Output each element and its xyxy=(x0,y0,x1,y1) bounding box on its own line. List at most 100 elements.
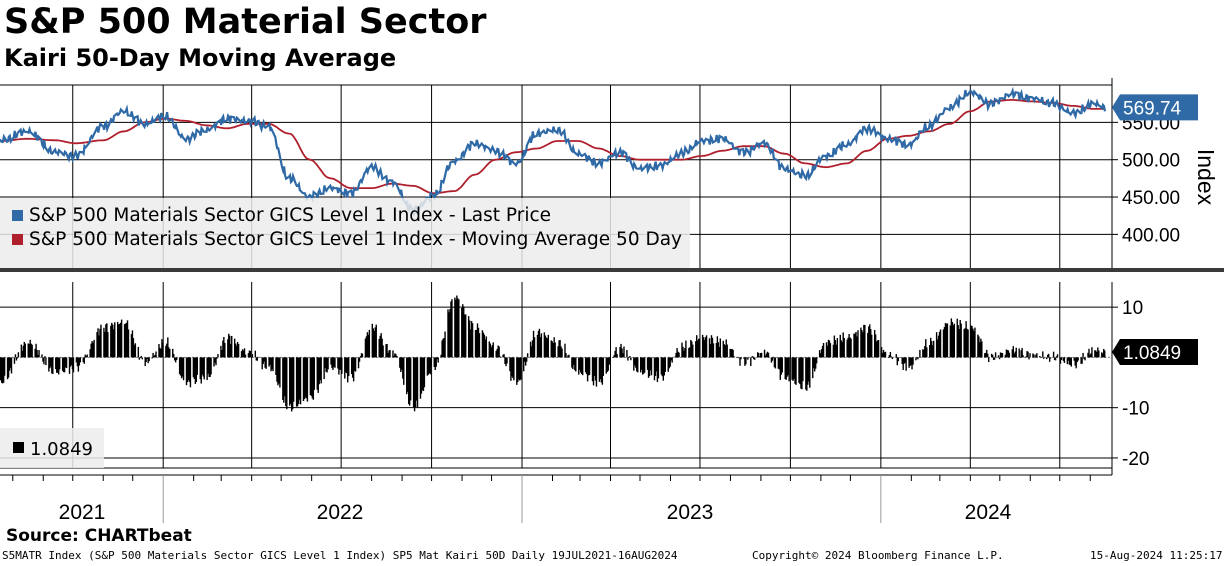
kairi-bar xyxy=(240,351,243,358)
kairi-bar xyxy=(1,357,4,384)
kairi-bar xyxy=(717,342,720,358)
kairi-bar xyxy=(159,347,161,358)
kairi-bar xyxy=(647,357,650,378)
kairi-bar xyxy=(429,357,432,375)
kairi-bar xyxy=(891,357,894,360)
kairi-bar xyxy=(217,354,219,358)
kairi-bar xyxy=(92,342,94,358)
legend: S&P 500 Materials Sector GICS Level 1 In… xyxy=(0,198,690,468)
kairi-bar xyxy=(815,357,818,364)
kairi-bar xyxy=(854,333,856,358)
kairi-bar xyxy=(402,357,404,379)
kairi-bar xyxy=(483,334,486,358)
kairi-bar xyxy=(371,323,374,358)
y-tick-label-bottom: -10 xyxy=(1122,399,1149,420)
kairi-bar xyxy=(662,357,665,381)
kairi-bar xyxy=(1080,357,1082,364)
kairi-bar xyxy=(1103,349,1105,358)
kairi-bar xyxy=(75,357,78,363)
kairi-bars xyxy=(0,295,1107,412)
kairi-bar xyxy=(77,357,80,372)
kairi-bar xyxy=(771,357,774,361)
kairi-bar xyxy=(193,357,196,380)
kairi-bar xyxy=(840,340,842,358)
kairi-bar xyxy=(953,323,956,358)
kairi-bar xyxy=(105,324,107,358)
kairi-bar xyxy=(712,343,715,358)
kairi-bar xyxy=(509,357,511,372)
kairi-bar xyxy=(964,328,966,358)
kairi-bar xyxy=(766,351,769,358)
kairi-bar xyxy=(855,332,857,358)
kairi-bar xyxy=(709,344,712,358)
kairi-bar xyxy=(627,357,629,361)
kairi-bar xyxy=(3,357,6,376)
kairi-bar xyxy=(194,357,197,385)
kairi-bar xyxy=(737,356,739,358)
kairi-bar xyxy=(1039,355,1041,358)
kairi-bar xyxy=(862,332,864,358)
legend-swatch xyxy=(12,210,23,221)
kairi-bar xyxy=(807,357,809,385)
kairi-bar xyxy=(777,357,780,369)
kairi-bar xyxy=(588,357,591,375)
kairi-bar xyxy=(290,357,293,412)
kairi-bar xyxy=(763,349,766,358)
kairi-bar xyxy=(808,357,810,382)
kairi-bar xyxy=(991,354,994,358)
kairi-bar xyxy=(967,329,969,358)
kairi-bar xyxy=(861,330,863,358)
kairi-bar xyxy=(999,352,1002,358)
kairi-bar xyxy=(882,349,885,358)
kairi-bar xyxy=(674,356,676,358)
kairi-bar xyxy=(1070,357,1072,367)
kairi-bar xyxy=(110,325,112,358)
kairi-bar xyxy=(214,357,216,363)
kairi-bar xyxy=(520,357,522,380)
kairi-bar xyxy=(1088,348,1090,358)
kairi-bar xyxy=(444,331,446,358)
kairi-bar xyxy=(30,343,32,358)
kairi-bar xyxy=(593,357,596,377)
kairi-callout: 1.0849 xyxy=(1123,343,1181,364)
kairi-bar xyxy=(496,349,498,358)
last-price-line xyxy=(0,86,1107,218)
kairi-bar xyxy=(21,350,24,358)
kairi-bar xyxy=(799,357,801,385)
kairi-bar xyxy=(643,357,646,373)
kairi-bar xyxy=(661,357,664,377)
kairi-bar xyxy=(182,357,185,381)
kairi-bar xyxy=(1004,354,1007,358)
kairi-bar xyxy=(518,357,520,380)
kairi-bar xyxy=(894,356,897,358)
kairi-bar xyxy=(470,321,473,358)
kairi-bar xyxy=(847,337,849,358)
kairi-bar xyxy=(944,323,947,358)
kairi-bar xyxy=(676,348,678,358)
kairi-bar xyxy=(366,332,369,358)
kairi-bar xyxy=(642,357,645,374)
kairi-bar xyxy=(388,350,390,358)
kairi-bar xyxy=(61,357,64,371)
kairi-bar xyxy=(909,357,911,366)
kairi-bar xyxy=(930,337,932,358)
kairi-bar xyxy=(903,357,905,364)
kairi-bar xyxy=(381,338,383,358)
kairi-bar xyxy=(951,321,954,358)
kairi-bar xyxy=(619,346,621,358)
kairi-bar xyxy=(256,357,258,361)
kairi-bar xyxy=(2,357,5,383)
kairi-bar xyxy=(337,357,339,369)
kairi-bar xyxy=(309,357,312,396)
kairi-bar xyxy=(649,357,652,371)
kairi-bar xyxy=(471,323,474,358)
kairi-bar xyxy=(711,337,714,358)
chart-title: S&P 500 Material Sector xyxy=(4,2,487,42)
kairi-bar xyxy=(458,299,460,358)
kairi-bar xyxy=(317,357,319,393)
kairi-bar xyxy=(118,323,121,358)
x-year-label: 2024 xyxy=(965,501,1012,524)
kairi-bar xyxy=(1084,357,1086,361)
kairi-bar xyxy=(326,357,328,373)
kairi-bar xyxy=(29,339,31,358)
